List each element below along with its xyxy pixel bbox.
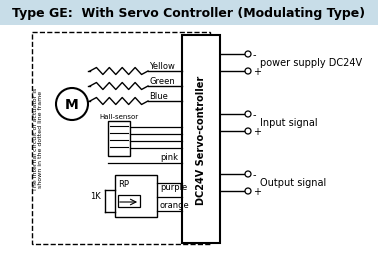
Text: power supply DC24V: power supply DC24V bbox=[260, 58, 362, 68]
Bar bbox=[0, 0, 378, 26]
Text: M: M bbox=[65, 98, 79, 112]
Text: orange: orange bbox=[160, 201, 190, 210]
Text: Blue: Blue bbox=[149, 92, 168, 101]
Bar bbox=[32, 33, 210, 244]
Bar bbox=[118, 195, 140, 207]
Text: Type GE:  With Servo Controller (Modulating Type): Type GE: With Servo Controller (Modulati… bbox=[12, 6, 366, 19]
Circle shape bbox=[245, 52, 251, 58]
Circle shape bbox=[56, 89, 88, 121]
Text: +: + bbox=[253, 67, 261, 77]
Bar bbox=[108, 121, 130, 156]
Text: RP: RP bbox=[118, 179, 129, 188]
Bar bbox=[115, 175, 157, 217]
Text: pink: pink bbox=[160, 152, 178, 161]
Text: -: - bbox=[253, 50, 257, 60]
Circle shape bbox=[245, 129, 251, 134]
Text: 1K: 1K bbox=[90, 192, 101, 201]
Text: Green: Green bbox=[149, 77, 175, 86]
Text: +: + bbox=[253, 186, 261, 196]
Text: purple: purple bbox=[160, 183, 187, 192]
Text: -: - bbox=[253, 109, 257, 120]
Text: Hall-sensor: Hall-sensor bbox=[99, 114, 139, 120]
Bar bbox=[182, 36, 220, 243]
Text: Output signal: Output signal bbox=[260, 177, 326, 187]
Circle shape bbox=[245, 69, 251, 75]
Text: +: + bbox=[253, 126, 261, 136]
Text: DC24V Servo-controller: DC24V Servo-controller bbox=[196, 75, 206, 204]
Circle shape bbox=[245, 171, 251, 177]
Text: The internal circuit of actuator is
shown in the dotted line frame: The internal circuit of actuator is show… bbox=[33, 87, 43, 190]
Circle shape bbox=[245, 188, 251, 194]
Text: -: - bbox=[253, 169, 257, 179]
Text: Yellow: Yellow bbox=[149, 62, 175, 71]
Bar bbox=[0, 26, 378, 254]
Text: Input signal: Input signal bbox=[260, 118, 318, 128]
Circle shape bbox=[245, 112, 251, 118]
